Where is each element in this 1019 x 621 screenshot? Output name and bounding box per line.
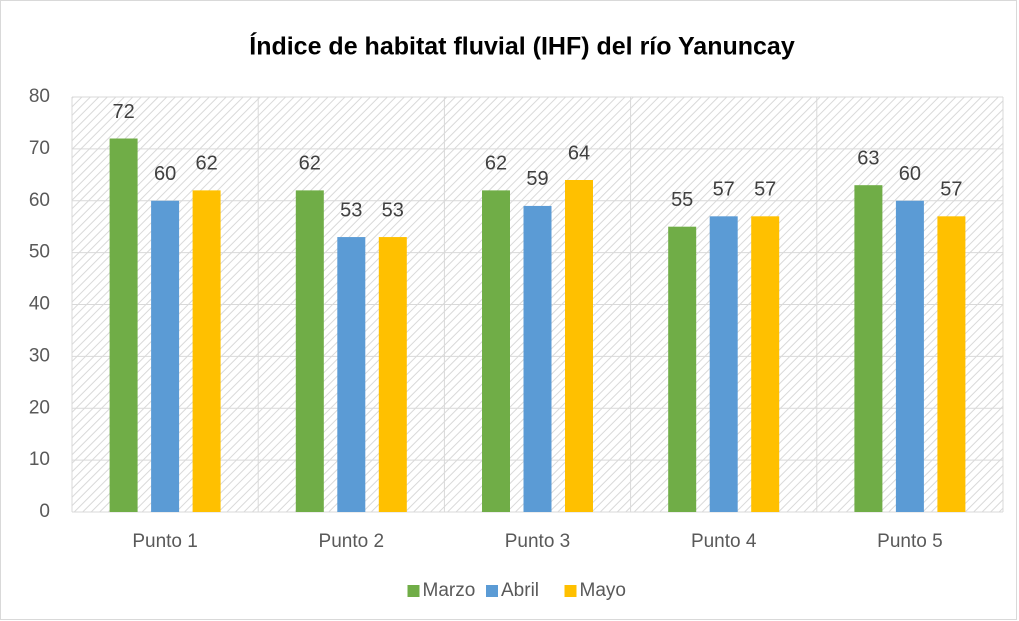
legend-label: Marzo bbox=[423, 580, 476, 601]
y-tick-label: 30 bbox=[29, 345, 50, 366]
data-label: 55 bbox=[671, 189, 693, 211]
bar bbox=[565, 180, 593, 512]
chart-title: Índice de habitat fluvial (IHF) del río … bbox=[249, 32, 795, 61]
data-label: 60 bbox=[899, 163, 921, 185]
legend-label: Mayo bbox=[580, 580, 626, 601]
y-tick-label: 60 bbox=[29, 190, 50, 211]
data-label: 53 bbox=[382, 199, 404, 221]
data-label: 59 bbox=[526, 168, 548, 190]
x-tick-label: Punto 1 bbox=[132, 531, 198, 552]
data-label: 57 bbox=[713, 179, 735, 201]
bar bbox=[937, 216, 966, 512]
legend-swatch bbox=[564, 585, 577, 597]
bar bbox=[668, 226, 697, 512]
bar bbox=[337, 237, 366, 512]
x-tick-label: Punto 4 bbox=[691, 531, 757, 552]
bar bbox=[378, 237, 407, 512]
x-tick-label: Punto 5 bbox=[877, 531, 943, 552]
legend-swatch bbox=[407, 585, 420, 597]
bar bbox=[295, 190, 324, 512]
bar bbox=[709, 216, 738, 512]
y-tick-label: 20 bbox=[29, 397, 50, 418]
data-label: 62 bbox=[485, 153, 507, 175]
y-tick-label: 40 bbox=[29, 294, 50, 315]
bar bbox=[523, 205, 552, 512]
data-label: 57 bbox=[754, 179, 776, 201]
data-label: 60 bbox=[154, 163, 176, 185]
bar bbox=[151, 200, 180, 512]
data-label: 57 bbox=[940, 179, 962, 201]
data-label: 63 bbox=[857, 147, 879, 169]
bar bbox=[854, 185, 883, 512]
x-tick-label: Punto 3 bbox=[505, 531, 571, 552]
bar bbox=[192, 190, 221, 512]
y-tick-label: 70 bbox=[29, 138, 50, 159]
legend-swatch bbox=[486, 585, 498, 597]
x-tick-label: Punto 2 bbox=[319, 531, 385, 552]
y-tick-label: 0 bbox=[39, 501, 50, 522]
data-label: 62 bbox=[195, 153, 217, 175]
y-tick-label: 10 bbox=[29, 449, 50, 470]
data-label: 72 bbox=[112, 101, 134, 123]
bar bbox=[895, 200, 924, 512]
y-tick-label: 50 bbox=[29, 242, 50, 263]
data-label: 53 bbox=[340, 199, 362, 221]
y-tick-label: 80 bbox=[29, 86, 50, 107]
data-label: 62 bbox=[299, 153, 321, 175]
legend-label: Abril bbox=[501, 580, 539, 601]
bar bbox=[751, 216, 780, 512]
bar bbox=[109, 138, 138, 512]
data-label: 64 bbox=[568, 142, 590, 164]
bar bbox=[482, 190, 510, 512]
